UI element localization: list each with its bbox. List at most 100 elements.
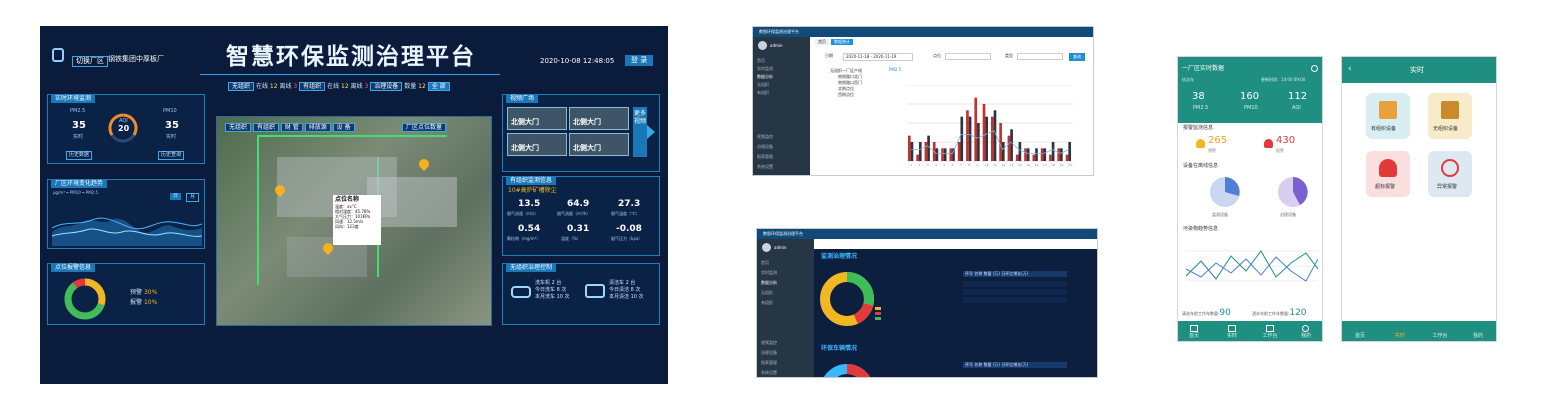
- filter-type-label: 类型: [1005, 53, 1013, 58]
- tab-home[interactable]: 首页: [1188, 333, 1199, 339]
- sidebar-item[interactable]: 无组织: [761, 290, 773, 295]
- tab-workbench[interactable]: 工作台: [1262, 333, 1278, 339]
- point-select[interactable]: [945, 53, 991, 60]
- org-switch-button[interactable]: 切换厂区: [72, 56, 108, 67]
- chevron-right-icon[interactable]: [647, 125, 655, 139]
- tree-node[interactable]: 南侧路口西门: [838, 80, 862, 85]
- map-tab-organized[interactable]: 有组织: [252, 123, 279, 132]
- trend-legend: μg/m³ ━ PM10 ━ PM2.5: [53, 190, 99, 195]
- popup-line: 风速：12.5m/s: [335, 219, 364, 224]
- camera-label: 北侧大门: [511, 118, 539, 126]
- bar: [1032, 154, 1036, 161]
- alarm-siren-icon: [1264, 139, 1273, 148]
- sidebar-item[interactable]: 视频监控: [757, 134, 773, 139]
- sidebar-item[interactable]: 报表管理: [757, 154, 773, 159]
- tree-node[interactable]: 北侧点位: [838, 86, 854, 91]
- map-tab-pipes[interactable]: 财 管: [280, 123, 303, 132]
- sidebar-item[interactable]: 系统设置: [757, 164, 773, 169]
- camera-tile[interactable]: 北侧大门: [507, 107, 567, 130]
- sidebar-item[interactable]: 数据分析: [761, 280, 777, 285]
- status-all-button[interactable]: 全 部: [427, 82, 450, 91]
- bar: [993, 110, 997, 161]
- type-select[interactable]: [1017, 53, 1063, 60]
- tab-realtime[interactable]: 实时: [1394, 333, 1405, 339]
- phone-header: [1342, 57, 1496, 83]
- trend-month-button[interactable]: 月: [186, 193, 200, 202]
- tile-label: 超标报警: [1375, 184, 1396, 190]
- sidebar-item[interactable]: 实时监测: [761, 270, 777, 275]
- camera-tile[interactable]: 北侧大门: [507, 133, 567, 156]
- warn-unit: %: [151, 289, 158, 296]
- sidebar-item[interactable]: 系统设置: [761, 370, 777, 375]
- trend-line: [911, 130, 1070, 154]
- trend-day-button[interactable]: 日: [170, 193, 182, 200]
- bar: [1026, 148, 1030, 161]
- bar: [927, 135, 930, 161]
- bar: [974, 97, 978, 161]
- sidebar-item[interactable]: 首页: [757, 58, 765, 63]
- tab-stats[interactable]: 数据统计: [831, 39, 853, 45]
- sidebar-item[interactable]: 治理设备: [757, 144, 773, 149]
- bar: [1001, 142, 1005, 161]
- tree-node[interactable]: 西侧点位: [838, 92, 854, 97]
- status-tag-devices[interactable]: 治理设备: [370, 82, 403, 91]
- camera-tile[interactable]: 北侧大门: [569, 133, 629, 156]
- login-button[interactable]: 登 录: [625, 55, 654, 66]
- date-range-input[interactable]: 2020-11-18 - 2020-11-19: [843, 53, 913, 61]
- query-button[interactable]: 查询: [1069, 53, 1085, 61]
- tab-workbench[interactable]: 工作台: [1432, 333, 1448, 339]
- sidebar-item[interactable]: 视频监控: [761, 340, 777, 345]
- sidebar-item[interactable]: 无组织: [757, 82, 769, 87]
- sidebar-item[interactable]: 有组织: [761, 300, 773, 305]
- user-icon[interactable]: [1302, 325, 1309, 332]
- sidebar-item[interactable]: 首页: [761, 260, 769, 265]
- tab-realtime[interactable]: 实时: [1226, 333, 1237, 339]
- footer-left-label: 清洗车前工作车数量:: [1182, 311, 1220, 316]
- bar: [935, 148, 939, 161]
- tree-node[interactable]: 南侧路口北门: [838, 74, 862, 79]
- table-col: 名称: [974, 271, 983, 276]
- map-tab-devices[interactable]: 设 备: [332, 123, 355, 132]
- more-video-button[interactable]: 更多视频: [633, 107, 647, 157]
- tab-me[interactable]: 我的: [1300, 333, 1311, 339]
- admin-user: admin: [774, 245, 787, 250]
- table-col: 名称: [974, 362, 983, 367]
- warn-count-label: 预警: [1208, 148, 1216, 153]
- tab-home[interactable]: 首页: [1354, 333, 1365, 339]
- site-map[interactable]: 无组织 有组织 财 管 排放源 设 备 厂区点位数量 点位名称 温度：xx°C …: [216, 116, 492, 326]
- sidebar-item[interactable]: 治理设备: [761, 350, 777, 355]
- history-query-button[interactable]: 历史查询: [158, 151, 185, 160]
- org-monitor-title: 有组织监测信息: [506, 176, 557, 185]
- map-tab-unorganized[interactable]: 无组织: [225, 123, 252, 132]
- table-col: 数量: [983, 362, 992, 367]
- bar: [924, 142, 928, 161]
- tree-root[interactable]: 无组织一厂区产线: [830, 68, 862, 73]
- settings-icon[interactable]: [1311, 65, 1318, 72]
- sidebar-item[interactable]: 报表管理: [761, 360, 777, 365]
- home-icon[interactable]: [1190, 325, 1198, 332]
- status-online-label: 在线: [327, 83, 340, 90]
- metric-value: 27.3: [618, 199, 641, 209]
- camera-tile[interactable]: 北侧大门: [569, 107, 629, 130]
- back-chevron-icon[interactable]: ‹: [1348, 64, 1352, 74]
- admin-app-title: 数智环保监测治理平台: [759, 29, 799, 34]
- history-data-button[interactable]: 历史数据: [66, 151, 93, 160]
- governance-pie-label: 治理设备: [1280, 212, 1296, 217]
- sidebar-item[interactable]: 有组织: [757, 90, 769, 95]
- tab-me[interactable]: 我的: [1472, 333, 1483, 339]
- bar: [1068, 142, 1072, 161]
- map-tab-emission[interactable]: 排放源: [304, 123, 331, 132]
- map-pin-icon[interactable]: [416, 156, 432, 172]
- sidebar-item[interactable]: 数据分析: [757, 74, 773, 79]
- status-tag-unorganized[interactable]: 无组织: [228, 82, 255, 91]
- metric-value: 13.5: [518, 199, 541, 209]
- tab-home[interactable]: 首页: [815, 39, 829, 45]
- sweeper-truck-icon: [585, 284, 605, 298]
- sidebar-item[interactable]: 实时监测: [757, 66, 773, 71]
- point-count-button[interactable]: 厂区点位数量: [402, 123, 447, 132]
- workbench-icon[interactable]: [1266, 325, 1274, 332]
- realtime-icon[interactable]: [1228, 325, 1236, 332]
- metric-value: 0.31: [567, 224, 590, 234]
- x-tick-label: 17: [1043, 163, 1047, 167]
- status-tag-organized[interactable]: 有组织: [299, 82, 326, 91]
